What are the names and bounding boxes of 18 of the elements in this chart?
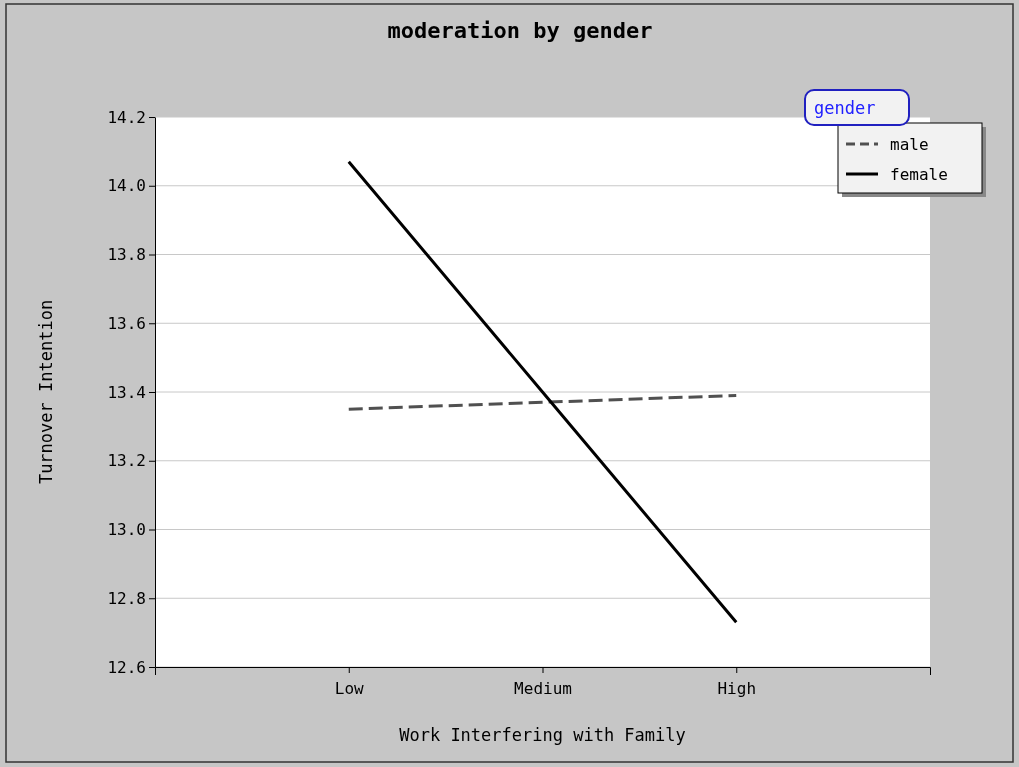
x-axis-title: Work Interfering with Family — [399, 725, 686, 745]
x-tick-label: Medium — [514, 679, 572, 699]
y-tick-label: 12.6 — [107, 657, 146, 677]
x-tick-label: High — [717, 679, 757, 699]
y-tick-label: 14.0 — [107, 176, 146, 196]
chart-title: moderation by gender — [387, 18, 653, 43]
legend-title: gender — [814, 98, 876, 118]
y-tick-label: 14.2 — [107, 107, 146, 127]
y-tick-label: 13.4 — [107, 382, 146, 402]
y-tick-label: 13.2 — [107, 451, 146, 471]
x-tick-label: Low — [334, 679, 365, 699]
y-tick-label: 13.6 — [107, 313, 146, 333]
legend-label: male — [890, 135, 929, 154]
y-tick-label: 13.8 — [107, 245, 146, 265]
legend-label: female — [890, 165, 948, 184]
y-axis-title: Turnover Intention — [36, 299, 56, 485]
y-tick-label: 13.0 — [107, 520, 146, 540]
y-tick-label: 12.8 — [107, 588, 146, 608]
